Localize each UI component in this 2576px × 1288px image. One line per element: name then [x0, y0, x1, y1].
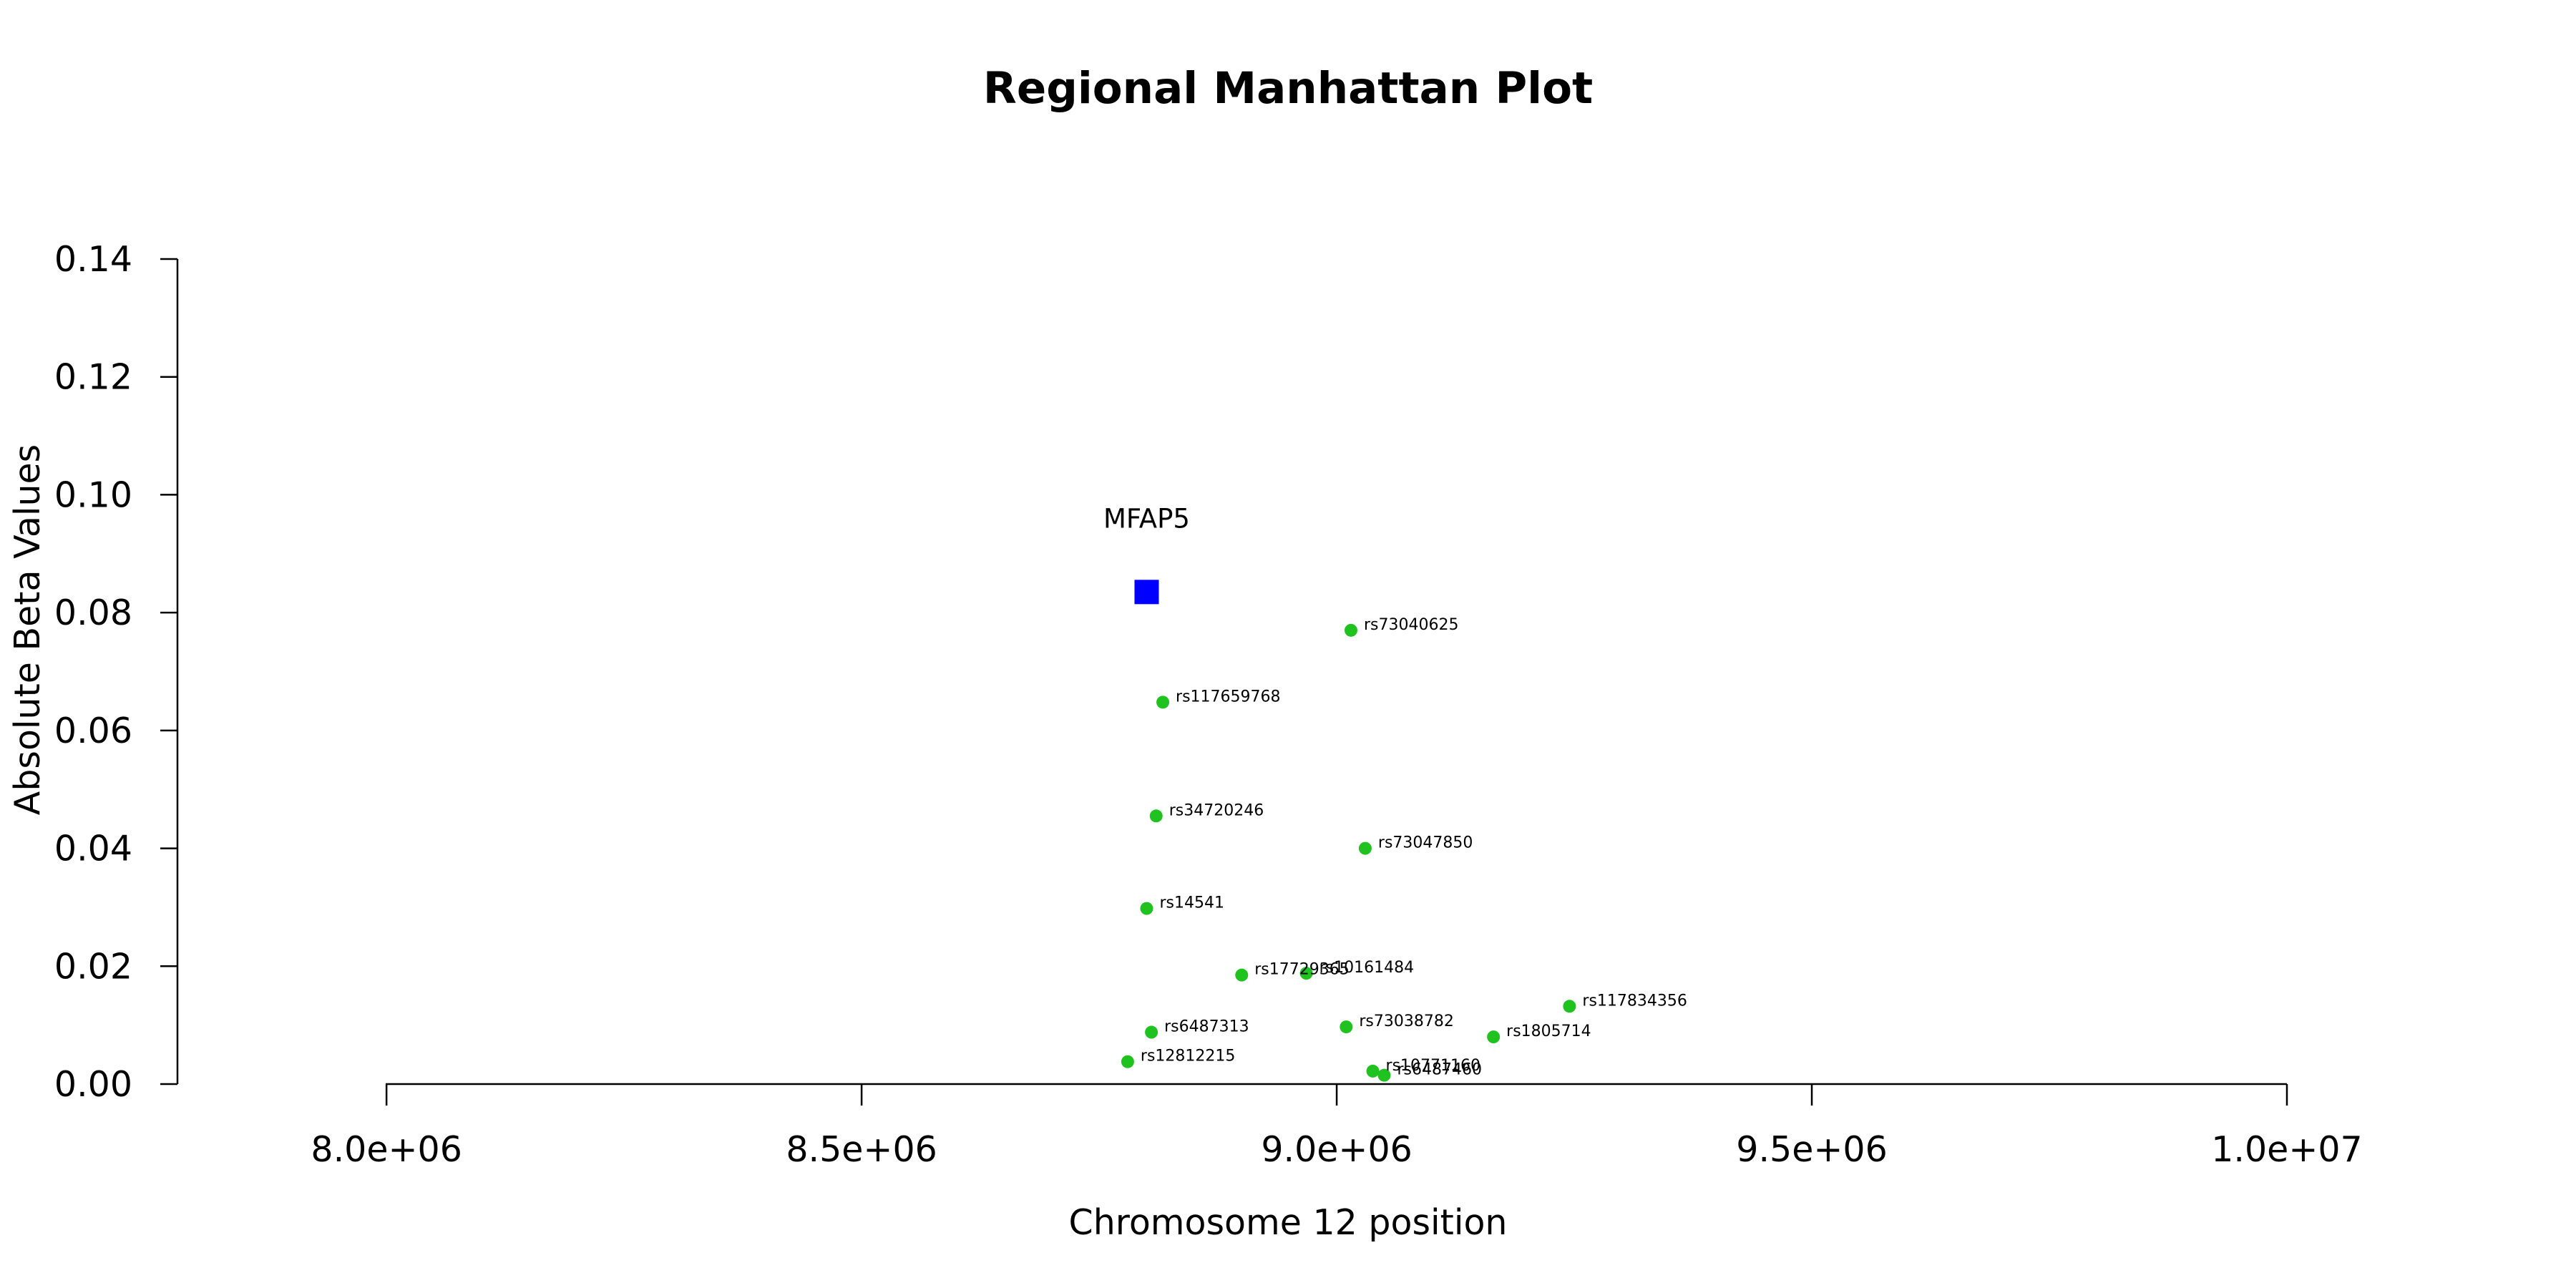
snp-point	[1156, 696, 1170, 709]
snp-point	[1140, 902, 1153, 915]
snp-label: rs117659768	[1176, 688, 1280, 706]
x-axis-ticks: 8.0e+06 8.5e+06 9.0e+06 9.5e+06 1.0e+07	[311, 1084, 2363, 1170]
y-tick-label: 0.06	[54, 711, 132, 751]
y-tick-label: 0.04	[54, 829, 132, 869]
y-tick-label: 0.10	[54, 474, 132, 515]
snp-label: rs12812215	[1141, 1048, 1235, 1065]
snp-label: rs17729365	[1254, 961, 1349, 979]
snp-point	[1299, 967, 1313, 980]
snp-point	[1358, 841, 1372, 855]
snp-point	[1377, 1068, 1391, 1082]
snp-label: rs10161484	[1319, 959, 1414, 977]
snp-label: rs10771160	[1386, 1057, 1480, 1075]
x-tick-label: 9.5e+06	[1736, 1129, 1887, 1170]
snp-point	[1340, 1020, 1353, 1034]
x-tick-label: 8.0e+06	[311, 1129, 462, 1170]
snp-point	[1121, 1055, 1134, 1068]
y-tick-label: 0.08	[54, 592, 132, 633]
snp-point	[1149, 809, 1163, 823]
x-tick-label: 1.0e+07	[2211, 1129, 2362, 1170]
snp-point	[1563, 1000, 1576, 1013]
snp-label: rs73047850	[1378, 834, 1473, 852]
snp-label: rs117834356	[1582, 992, 1687, 1010]
snp-label: rs73040625	[1364, 616, 1458, 634]
y-axis-label: Absolute Beta Values	[7, 444, 48, 815]
chart-title: Regional Manhattan Plot	[983, 63, 1593, 114]
snp-point	[1145, 1025, 1158, 1039]
snp-label: rs1805714	[1506, 1023, 1591, 1040]
y-tick-label: 0.14	[54, 239, 132, 280]
snp-label: rs73038782	[1359, 1013, 1453, 1030]
x-tick-label: 8.5e+06	[786, 1129, 937, 1170]
snp-label: rs6487313	[1164, 1018, 1249, 1036]
y-axis-ticks: 0.00 0.02 0.04 0.06 0.08 0.10 0.12 0.14	[54, 239, 177, 1105]
snp-point	[1235, 968, 1249, 982]
snp-label: rs34720246	[1169, 801, 1264, 819]
y-tick-label: 0.02	[54, 946, 132, 987]
y-tick-label: 0.00	[54, 1064, 132, 1105]
gene-marker	[1134, 580, 1159, 605]
snp-label: rs6487460	[1397, 1061, 1482, 1079]
gene-label: MFAP5	[1103, 503, 1190, 534]
point-labels: MFAP5 rs73040625 rs117659768 rs34720246 rs73…	[1103, 503, 1687, 1078]
x-tick-label: 9.0e+06	[1261, 1129, 1412, 1170]
data-points	[1121, 580, 1576, 1082]
snp-point	[1344, 623, 1357, 637]
snp-label: rs14541	[1159, 894, 1224, 912]
snp-point	[1366, 1064, 1380, 1078]
x-axis-label: Chromosome 12 position	[1068, 1202, 1507, 1243]
snp-point	[1487, 1030, 1501, 1044]
y-tick-label: 0.12	[54, 357, 132, 398]
